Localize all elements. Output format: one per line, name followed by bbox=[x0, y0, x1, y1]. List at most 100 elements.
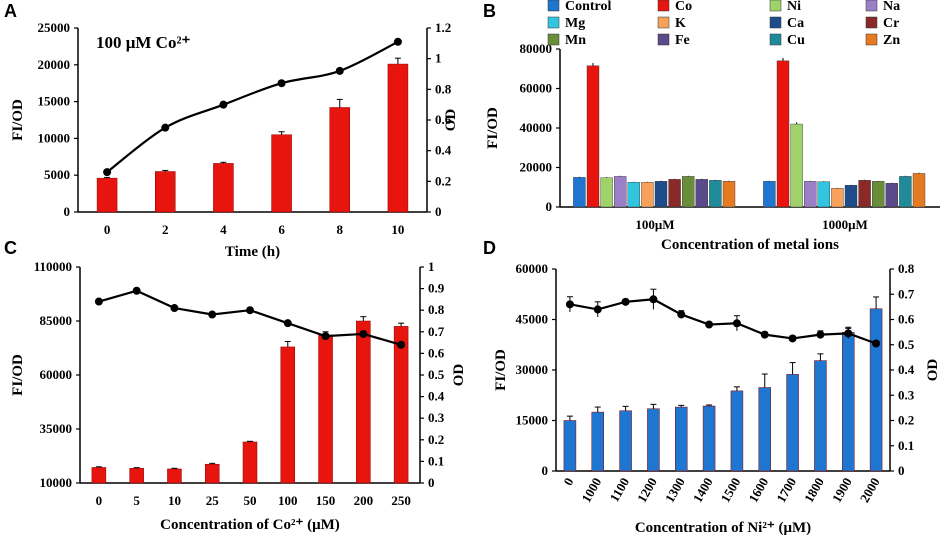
panel-a-od-point bbox=[161, 123, 170, 132]
panel-b-legend-swatch bbox=[865, 33, 878, 46]
panel-c-x-tick-label: 0 bbox=[96, 493, 103, 508]
panel-c-y-right-tick-label: 0.7 bbox=[428, 324, 445, 339]
panel-d-od-point bbox=[788, 334, 797, 343]
panel-b-legend-swatch bbox=[547, 33, 560, 46]
panel-d-bar bbox=[563, 420, 577, 472]
panel-c-od-point bbox=[170, 304, 179, 313]
panel-d-od-point bbox=[621, 297, 630, 306]
panel-d-y-right-tick-label: 0.2 bbox=[898, 413, 914, 428]
panel-b-bar-cu bbox=[709, 180, 722, 208]
panel-d-y-right-tick-label: 0.5 bbox=[898, 337, 915, 352]
panel-b-bar-na bbox=[614, 176, 627, 208]
panel-c-y-right-tick-label: 0.3 bbox=[428, 410, 445, 425]
panel-d-y-right-tick-label: 0.6 bbox=[898, 312, 915, 327]
panel-a-y-right-axis-title: OD bbox=[443, 109, 459, 132]
panel-b-legend-swatch bbox=[865, 0, 878, 12]
panel-b-bar-fe bbox=[885, 183, 898, 208]
panel-b-legend-swatch bbox=[769, 0, 782, 12]
panel-a-y-right-tick-label: 0.2 bbox=[435, 173, 451, 188]
panel-d-od-point bbox=[844, 329, 853, 338]
panel-d-chart: D 01500030000450006000000.10.20.30.40.50… bbox=[483, 238, 941, 536]
panel-d-x-tick-label: 1300 bbox=[662, 475, 688, 505]
panel-c-y-right-tick-label: 1 bbox=[428, 259, 435, 274]
panel-a-x-tick-label: 10 bbox=[391, 222, 404, 237]
panel-d-x-tick-label: 1700 bbox=[773, 475, 799, 505]
panel-c-x-tick-label: 100 bbox=[278, 493, 298, 508]
panel-d-y-tick-label: 0 bbox=[542, 463, 549, 478]
panel-d-bar bbox=[591, 411, 604, 472]
panel-c-y-right-tick-label: 0.2 bbox=[428, 432, 444, 447]
panel-b-legend-swatch bbox=[547, 0, 560, 12]
panel-b-y-axis-title: FI/OD bbox=[485, 107, 501, 149]
panel-d-od-point bbox=[649, 295, 658, 304]
panel-b-bar-control bbox=[573, 177, 586, 208]
panel-c-od-line bbox=[98, 289, 402, 346]
panel-c-bar bbox=[204, 463, 220, 484]
panel-c-y-axis-title: FI/OD bbox=[10, 354, 26, 396]
panel-a-x-axis-title: Time (h) bbox=[225, 244, 280, 260]
panel-c-x-axis-title: Concentration of Co²⁺ (μM) bbox=[160, 517, 340, 533]
panel-a-bar bbox=[96, 177, 118, 213]
panel-d-x-tick-label: 1200 bbox=[634, 475, 660, 505]
panel-c-y-tick-label: 60000 bbox=[40, 367, 73, 382]
panel-a-y-tick-label: 20000 bbox=[38, 57, 71, 72]
panel-b-legend-label: Cu bbox=[787, 33, 805, 48]
panel-d-y-right-tick-label: 0.3 bbox=[898, 387, 915, 402]
panel-b-bar-ca bbox=[654, 181, 668, 208]
panel-a-y-tick-label: 0 bbox=[64, 204, 71, 219]
panel-a-od-point bbox=[277, 79, 286, 88]
panel-c-bar bbox=[280, 346, 296, 484]
panel-c-chart: C 10000 35000 60000 85000 110000 0 0.1 0.2 0.3 0.… bbox=[4, 238, 467, 533]
panel-c-y-right-tick-label: 0.4 bbox=[428, 389, 445, 404]
panel-d-od-point bbox=[705, 320, 714, 329]
panel-d-y-tick-label: 30000 bbox=[516, 362, 549, 377]
panel-d-x-tick-label: 1100 bbox=[607, 475, 633, 504]
panel-c-y-right-tick-label: 0.8 bbox=[428, 302, 445, 317]
panel-d-od-point bbox=[760, 330, 769, 339]
panel-c-x-tick-label: 150 bbox=[316, 493, 336, 508]
panel-b-bar-cr bbox=[858, 180, 871, 208]
panel-b-y-tick-label: 40000 bbox=[520, 120, 553, 135]
panel-a-y-right-tick-label: 0 bbox=[435, 204, 442, 219]
panel-c-y-tick-label: 35000 bbox=[40, 421, 73, 436]
panel-b-y-tick-label: 60000 bbox=[520, 81, 553, 96]
panel-c-od-point bbox=[208, 310, 217, 319]
panel-c-od-point bbox=[246, 306, 254, 315]
panel-a-od-point bbox=[393, 37, 402, 46]
panel-b-x-tick-label: 100μM bbox=[635, 217, 674, 232]
panel-b-bar-co bbox=[586, 65, 600, 208]
panel-b-bar-cr bbox=[668, 179, 681, 208]
panel-d-od-point bbox=[872, 339, 881, 348]
panel-a-y-tick-label: 15000 bbox=[38, 94, 71, 109]
panel-c-od-point bbox=[94, 297, 103, 306]
panel-a-bar bbox=[387, 63, 409, 213]
panel-b-bar-ni bbox=[790, 123, 803, 208]
panel-b-legend-swatch bbox=[657, 0, 670, 12]
panel-d-bar bbox=[869, 308, 883, 472]
panel-letter-d: D bbox=[483, 238, 496, 258]
panel-c-od-point bbox=[283, 319, 292, 328]
panel-a-x-tick-label: 2 bbox=[162, 222, 169, 237]
panel-letter-c: C bbox=[4, 238, 17, 258]
panel-a-bar bbox=[213, 163, 234, 213]
panel-a-y-tick-label: 5000 bbox=[44, 167, 70, 182]
panel-c-bar bbox=[129, 468, 144, 484]
panel-d-x-tick-label: 0 bbox=[560, 475, 576, 488]
panel-b-legend-swatch bbox=[657, 33, 670, 46]
panel-b-y-tick-label: 80000 bbox=[520, 41, 553, 56]
panel-d-bar bbox=[730, 390, 744, 472]
panel-d-y-right-tick-label: 0 bbox=[898, 463, 905, 478]
panel-d-y-tick-label: 60000 bbox=[516, 261, 549, 276]
panel-b-legend-swatch bbox=[657, 16, 670, 29]
panel-d-x-tick-label: 1000 bbox=[578, 475, 604, 505]
panel-b-bar-ca bbox=[844, 185, 858, 208]
panel-b-legend-label: Ca bbox=[787, 16, 804, 31]
panel-a-x-tick-label: 6 bbox=[278, 222, 285, 237]
panel-b-legend-swatch bbox=[769, 16, 782, 29]
panel-b-bar-mg bbox=[627, 182, 640, 208]
panel-c-bar bbox=[318, 334, 333, 484]
panel-c-od-point bbox=[132, 286, 141, 295]
panel-d-y-right-axis-title: OD bbox=[925, 359, 941, 382]
panel-d-od-point bbox=[816, 330, 825, 339]
